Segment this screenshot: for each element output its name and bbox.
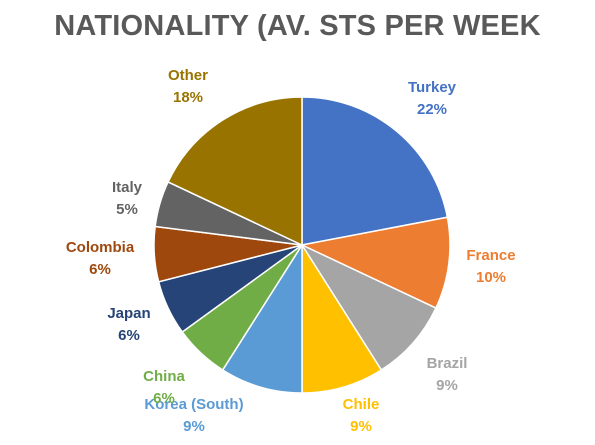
- slice-value-italy: 5%: [116, 201, 138, 218]
- slice-value-chile: 9%: [350, 418, 372, 435]
- slice-value-france: 10%: [476, 269, 506, 286]
- pie-slice-france: [299, 216, 451, 310]
- chart-title: NATIONALITY (AV. STS PER WEEK: [54, 10, 541, 42]
- slice-value-turkey: 22%: [417, 101, 447, 118]
- slice-value-other: 18%: [173, 89, 203, 106]
- slice-value-brazil: 9%: [436, 377, 458, 394]
- slice-label-turkey: Turkey: [408, 79, 457, 96]
- pie-slice-turkey: [301, 96, 449, 246]
- data-labels: Turkey 22% France 10% Brazil 9% Chile 9% Korea (…: [66, 67, 516, 435]
- pie-slice-brazil: [299, 243, 437, 371]
- pie-slice-other: [167, 96, 303, 247]
- slice-label-france: France: [466, 247, 515, 264]
- slice-label-italy: Italy: [112, 179, 143, 196]
- pie-slices: [153, 96, 451, 394]
- slice-label-korea-south: Korea (South): [144, 396, 243, 413]
- slice-label-china: China: [143, 368, 185, 385]
- slice-value-china: 6%: [153, 390, 175, 407]
- pie-slice-korea-south: [221, 242, 303, 394]
- slice-value-korea-south: 9%: [183, 418, 205, 435]
- slice-label-colombia: Colombia: [66, 239, 135, 256]
- pie-slice-chile: [301, 242, 383, 394]
- slice-label-brazil: Brazil: [427, 355, 468, 372]
- slice-label-japan: Japan: [107, 305, 150, 322]
- slice-value-colombia: 6%: [89, 261, 111, 278]
- slice-label-chile: Chile: [343, 396, 380, 413]
- slice-label-other: Other: [168, 67, 208, 84]
- slice-value-japan: 6%: [118, 327, 140, 344]
